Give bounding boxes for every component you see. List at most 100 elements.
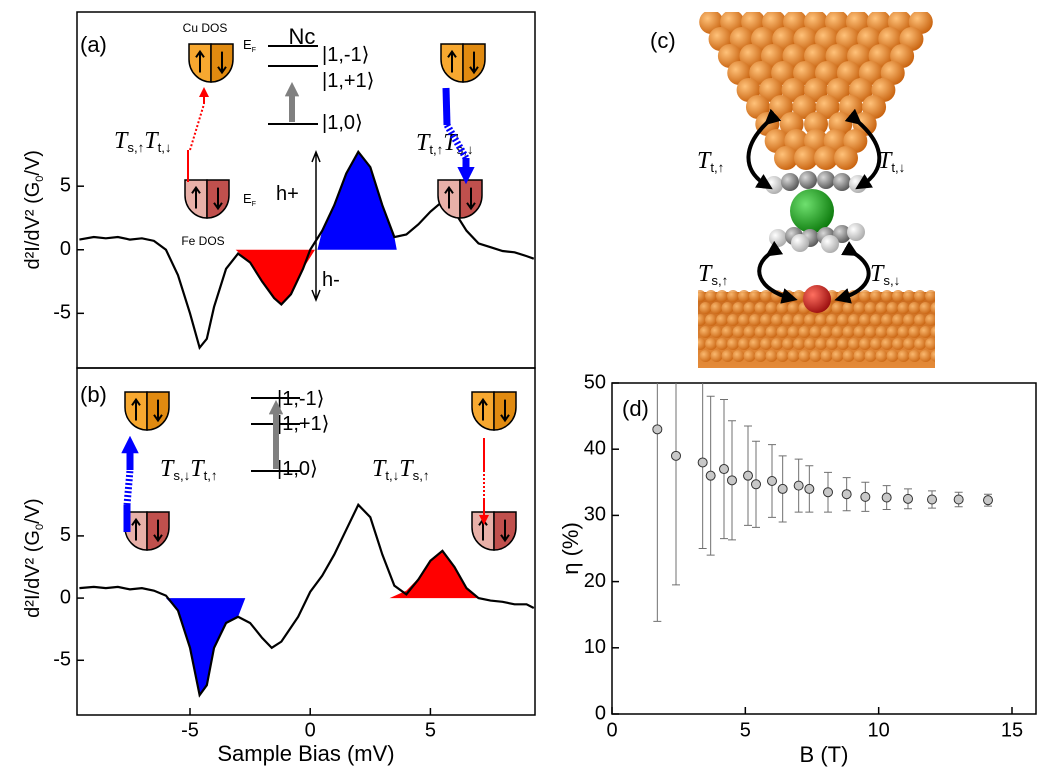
atom (814, 146, 838, 170)
text-part: T (114, 128, 129, 154)
atom (892, 338, 904, 350)
coupling-label: Tt,↑ (697, 148, 724, 176)
spin-up (478, 397, 488, 421)
atom (760, 290, 772, 302)
atom (804, 112, 828, 136)
atom (908, 350, 921, 362)
atom (897, 302, 910, 314)
data-point (793, 480, 804, 491)
coupling-label: Ts,↑ (698, 261, 728, 289)
atom (781, 173, 799, 191)
subscript: t,↑ (429, 143, 443, 158)
data-point (652, 424, 663, 435)
atom (826, 338, 838, 350)
atom (919, 302, 932, 314)
x-tick-label: 0 (305, 719, 316, 741)
atom (765, 326, 778, 338)
data-point (881, 492, 892, 503)
atom (705, 314, 717, 326)
atom (925, 314, 935, 326)
atom (743, 302, 756, 314)
atom (804, 44, 828, 68)
atom (809, 326, 822, 338)
atom (821, 235, 839, 253)
spin-down (500, 399, 510, 423)
spin-down (469, 51, 479, 75)
atom (859, 338, 871, 350)
spin-up (191, 185, 201, 209)
x-tick-label: -5 (181, 719, 199, 741)
spin-up (131, 517, 141, 541)
annotation: Cu DOS (183, 21, 228, 35)
y-tick-label: 0 (60, 238, 71, 260)
y-tick-label: 0 (595, 702, 606, 724)
y-tick-label: -5 (53, 649, 71, 671)
atom (897, 350, 910, 362)
panel-label: (b) (80, 382, 107, 407)
y-axis-label: d²I/dV² (G0/V) (22, 498, 46, 617)
subscript: t,↓ (891, 161, 905, 176)
plot-frame (76, 367, 536, 716)
atom (794, 146, 818, 170)
data-point (777, 483, 788, 494)
atom (698, 338, 706, 350)
annotation: Fe DOS (181, 234, 224, 248)
spin-down (500, 519, 510, 543)
text-part: /V) (22, 498, 44, 524)
atom (853, 302, 866, 314)
atom (716, 314, 728, 326)
atom (831, 326, 844, 338)
text-part: |1,-1⟩ (322, 44, 369, 66)
text-part: T (190, 456, 205, 482)
atom (875, 302, 888, 314)
atom (705, 338, 717, 350)
x-tick-label: 5 (425, 719, 436, 741)
spin-down (213, 187, 223, 211)
text-part: T (698, 261, 713, 287)
annotation: |1,+1⟩ (277, 413, 329, 435)
atom (886, 350, 899, 362)
data-point (719, 464, 729, 475)
atom (699, 350, 712, 362)
atom (793, 314, 805, 326)
atom (908, 326, 921, 338)
subscript: F (252, 46, 257, 54)
y-tick-label: 50 (584, 371, 606, 393)
atom (749, 314, 761, 326)
atom (791, 234, 809, 252)
subscript: t,↓ (385, 469, 399, 484)
dos-icon (188, 43, 234, 83)
subscript: s,↓ (173, 469, 190, 484)
atom (831, 350, 844, 362)
dos-icon (440, 43, 486, 83)
atom (875, 326, 888, 338)
text-part: |1,0⟩ (277, 458, 318, 480)
text-part: T (144, 128, 159, 154)
subscript: t,↑ (204, 469, 218, 484)
atom (699, 302, 712, 314)
atom (859, 314, 871, 326)
data-point (804, 483, 815, 494)
data-point (727, 475, 737, 486)
text-part: T (416, 130, 431, 156)
atom (710, 350, 723, 362)
spin-down (153, 519, 163, 543)
subscript: t,↓ (158, 141, 172, 156)
atom (727, 290, 739, 302)
atom (776, 302, 789, 314)
atom (886, 326, 899, 338)
atom (930, 326, 935, 338)
atom (804, 78, 828, 102)
data-point (671, 450, 681, 461)
atom (804, 338, 816, 350)
atom (914, 290, 926, 302)
y-axis-label: η (%) (558, 522, 583, 575)
text-part: h- (322, 269, 340, 291)
text-part: d²I/dV² (G (22, 530, 44, 618)
atom (919, 326, 932, 338)
atom (847, 223, 865, 241)
atom (914, 314, 926, 326)
atom (765, 176, 783, 194)
